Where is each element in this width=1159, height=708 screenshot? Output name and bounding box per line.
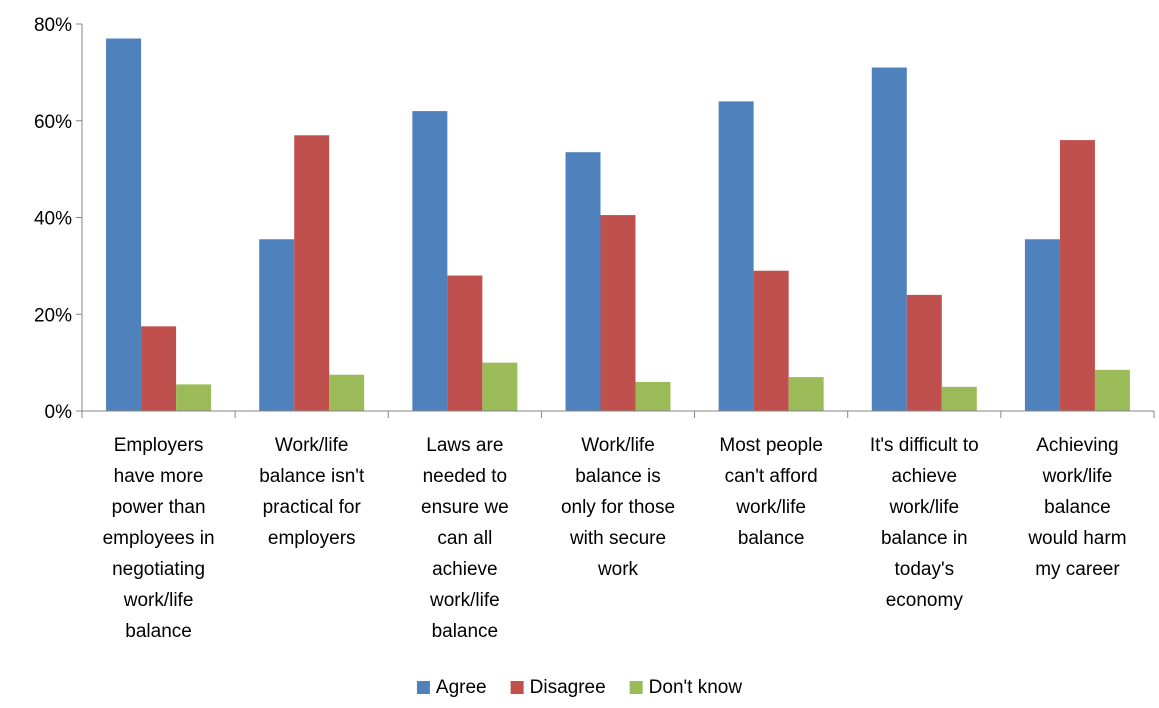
bar-agree-5 [718,101,754,412]
legend-swatch-agree [416,681,430,694]
bar-agree-6 [871,67,907,411]
bar-don-t-know-6 [941,386,977,411]
bar-disagree-1 [141,326,177,411]
bar-don-t-know-5 [788,377,824,411]
bar-agree-2 [259,239,295,411]
x-category-label-line: balance [1044,497,1111,518]
x-category-label-line: needed to [423,466,508,487]
x-category-label-line: work/life [123,590,194,611]
x-category-label-line: practical for [263,497,362,518]
bar-don-t-know-2 [329,374,365,411]
x-category-label-line: work/life [1042,466,1113,487]
legend-swatch-disagree [510,681,524,694]
bars [106,38,1130,412]
x-category-label-line: balance isn't [259,466,365,487]
x-category-label-line: achieve [432,559,498,580]
x-category-label-line: work/life [429,590,500,611]
x-category-label-line: ensure we [421,497,509,518]
x-category-label: Work/life balance isn't practical for emplo… [259,435,365,549]
x-category-label-line: Most people [719,435,823,456]
x-category-label-line: employees in [103,528,215,549]
bar-agree-7 [1024,239,1060,411]
x-category-label: It's difficult to achieve work/life balance… [870,435,979,611]
x-category-label-line: have more [114,466,204,487]
legend: Agree Disagree Don't know [416,677,743,698]
y-tick-label: 20% [34,305,72,326]
bar-agree-4 [565,152,601,411]
x-category-label-line: Achieving [1036,435,1118,456]
x-category-label-line: balance in [881,528,968,549]
x-category-label-line: with secure [569,528,666,549]
x-category-label-line: power than [112,497,206,518]
x-category-label-line: work/life [888,497,959,518]
bar-disagree-4 [600,215,636,411]
x-category-label: Employers have more power than employees in… [103,435,215,642]
bar-disagree-5 [753,270,789,411]
legend-label: Agree [436,677,487,698]
x-category-label-line: achieve [892,466,958,487]
y-axis: 0% 20% 40% 60% 80% [34,15,83,423]
bar-agree-1 [106,38,142,411]
x-category-label-line: balance [738,528,805,549]
bar-don-t-know-4 [635,381,671,411]
x-category-label-line: today's [894,559,954,580]
x-category-label-line: Employers [114,435,204,456]
x-category-label-line: can't afford [725,466,818,487]
bar-don-t-know-3 [482,362,518,411]
x-category-label-line: my career [1035,559,1120,580]
x-category-label-line: balance [125,621,192,642]
x-category-label: Work/life balance is only for those with se… [561,435,675,580]
x-category-label-line: Laws are [426,435,503,456]
x-category-label-line: negotiating [112,559,205,580]
x-category-label: Achieving work/life balance would harm my ca… [1027,435,1126,580]
x-axis: Employers have more power than employees in… [81,410,1155,642]
x-category-label: Most people can't afford work/life balance [719,435,823,549]
legend-label: Disagree [530,677,606,698]
x-category-label-line: economy [886,590,964,611]
y-tick-label: 40% [34,209,72,230]
x-category-label: Laws are needed to ensure we can all achieve… [421,435,509,642]
x-category-label-line: Work/life [581,435,655,456]
x-category-label-line: would harm [1027,528,1126,549]
x-category-label-line: balance [432,621,499,642]
x-category-label-line: It's difficult to [870,435,979,456]
x-category-label-line: can all [437,528,492,549]
x-category-label-line: work/life [735,497,806,518]
bar-disagree-6 [906,294,942,411]
legend-label: Don't know [649,677,743,698]
x-category-label-line: employers [268,528,356,549]
legend-swatch-don-t-know [629,681,643,694]
bar-disagree-2 [294,135,330,411]
bar-disagree-7 [1059,140,1095,411]
y-tick-label: 60% [34,112,72,133]
x-category-label-line: only for those [561,497,675,518]
bar-agree-3 [412,111,448,411]
x-category-label-line: Work/life [275,435,349,456]
y-tick-label: 80% [34,15,72,36]
bar-don-t-know-7 [1094,369,1130,411]
x-category-label-line: work [597,559,639,580]
bar-disagree-3 [447,275,483,411]
y-tick-label: 0% [45,402,73,423]
x-category-label-line: balance is [575,466,661,487]
bar-don-t-know-1 [176,384,212,411]
